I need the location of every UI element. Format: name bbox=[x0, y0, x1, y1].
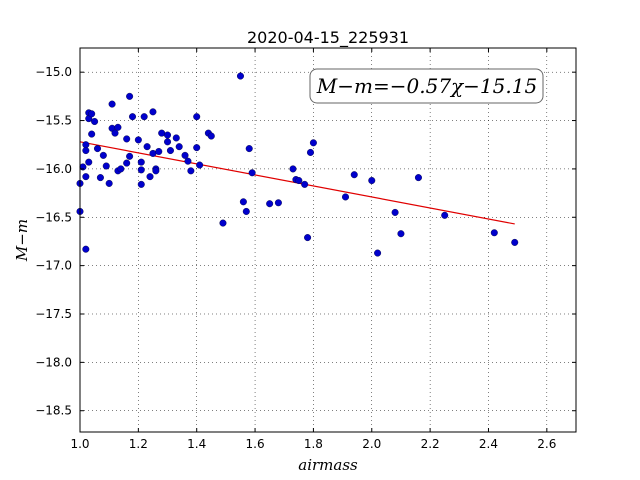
data-point bbox=[304, 234, 312, 242]
y-tick-label: −17.5 bbox=[35, 307, 72, 321]
data-point bbox=[99, 151, 107, 159]
data-point bbox=[196, 161, 204, 169]
grid bbox=[79, 48, 576, 432]
data-point bbox=[306, 148, 314, 156]
data-point bbox=[397, 230, 405, 238]
data-point bbox=[374, 249, 382, 257]
data-point bbox=[289, 165, 297, 173]
y-tick-label: −15.5 bbox=[35, 114, 72, 128]
data-point bbox=[164, 138, 172, 146]
data-point bbox=[91, 118, 99, 126]
y-tick-label: −15.0 bbox=[35, 65, 72, 79]
data-point bbox=[85, 158, 93, 166]
axes-frame bbox=[79, 47, 577, 433]
data-point bbox=[152, 167, 160, 175]
data-point bbox=[140, 113, 148, 121]
data-point bbox=[82, 245, 90, 253]
data-point bbox=[126, 92, 134, 100]
data-point bbox=[242, 207, 250, 215]
y-tick-label: −17.0 bbox=[35, 259, 72, 273]
data-point bbox=[82, 147, 90, 155]
data-point bbox=[88, 130, 96, 138]
y-tick-label: −16.0 bbox=[35, 162, 72, 176]
data-point bbox=[111, 129, 119, 137]
data-point bbox=[102, 162, 110, 170]
x-tick-label: 1.2 bbox=[129, 437, 148, 451]
data-point bbox=[137, 166, 145, 174]
data-point bbox=[88, 110, 96, 118]
data-point bbox=[149, 149, 157, 157]
data-point bbox=[342, 193, 350, 201]
x-tick-label: 2.0 bbox=[362, 437, 381, 451]
data-point bbox=[129, 113, 137, 121]
data-point bbox=[137, 180, 145, 188]
data-point bbox=[236, 72, 244, 80]
x-tick-label: 1.4 bbox=[187, 437, 206, 451]
data-point bbox=[187, 167, 195, 175]
data-point bbox=[193, 113, 201, 121]
data-point bbox=[309, 139, 317, 147]
data-point bbox=[490, 229, 498, 237]
data-point bbox=[164, 131, 172, 139]
data-point bbox=[368, 177, 376, 185]
data-point bbox=[105, 179, 113, 187]
y-axis-label: M−m bbox=[13, 219, 31, 262]
data-point bbox=[248, 169, 256, 177]
x-tick-label: 1.6 bbox=[246, 437, 265, 451]
data-point bbox=[175, 143, 183, 151]
x-tick-label: 1.0 bbox=[70, 437, 89, 451]
data-point bbox=[134, 136, 142, 144]
y-tick-label: −16.5 bbox=[35, 210, 72, 224]
y-tick-label: −18.5 bbox=[35, 404, 72, 418]
fit-equation-annotation: M−m=−0.57χ−15.15 bbox=[316, 74, 537, 98]
data-point bbox=[511, 238, 519, 246]
data-point bbox=[207, 132, 215, 140]
data-point bbox=[114, 123, 122, 131]
data-point bbox=[172, 134, 180, 142]
data-point bbox=[82, 173, 90, 181]
x-tick-label: 1.8 bbox=[304, 437, 323, 451]
ticks: 1.0 1.2 1.4 1.6 1.8 2.0 2.2 2.4 2.6 −15.0 −15.5 −16… bbox=[35, 48, 576, 451]
data-point bbox=[123, 135, 131, 143]
data-point bbox=[96, 174, 104, 182]
annotation-box bbox=[309, 68, 544, 104]
data-point bbox=[245, 145, 253, 153]
data-point bbox=[143, 143, 151, 151]
data-point bbox=[391, 208, 399, 216]
data-point bbox=[274, 199, 282, 207]
data-point bbox=[94, 145, 102, 153]
x-tick-label: 2.4 bbox=[479, 437, 498, 451]
data-point bbox=[155, 147, 163, 155]
data-point bbox=[117, 165, 125, 173]
data-point bbox=[146, 173, 154, 181]
data-point bbox=[239, 198, 247, 206]
data-point bbox=[184, 157, 192, 165]
data-point bbox=[350, 171, 358, 179]
data-point bbox=[137, 158, 145, 166]
data-point bbox=[166, 147, 174, 155]
x-tick-label: 2.2 bbox=[421, 437, 440, 451]
data-point bbox=[149, 108, 157, 116]
data-point bbox=[301, 180, 309, 188]
data-point bbox=[219, 219, 227, 227]
data-point bbox=[441, 211, 449, 219]
data-point bbox=[158, 129, 166, 137]
data-point bbox=[414, 174, 422, 182]
data-point bbox=[123, 159, 131, 167]
x-axis-label: airmass bbox=[298, 456, 358, 474]
data-point bbox=[126, 152, 134, 160]
data-point bbox=[108, 100, 116, 108]
data-point bbox=[295, 177, 303, 185]
plot-area bbox=[80, 48, 576, 432]
chart-title: 2020-04-15_225931 bbox=[247, 28, 409, 48]
data-point bbox=[193, 144, 201, 152]
data-point bbox=[266, 200, 274, 208]
x-tick-label: 2.6 bbox=[537, 437, 556, 451]
y-tick-label: −18.0 bbox=[35, 355, 72, 369]
data-point bbox=[181, 151, 189, 159]
